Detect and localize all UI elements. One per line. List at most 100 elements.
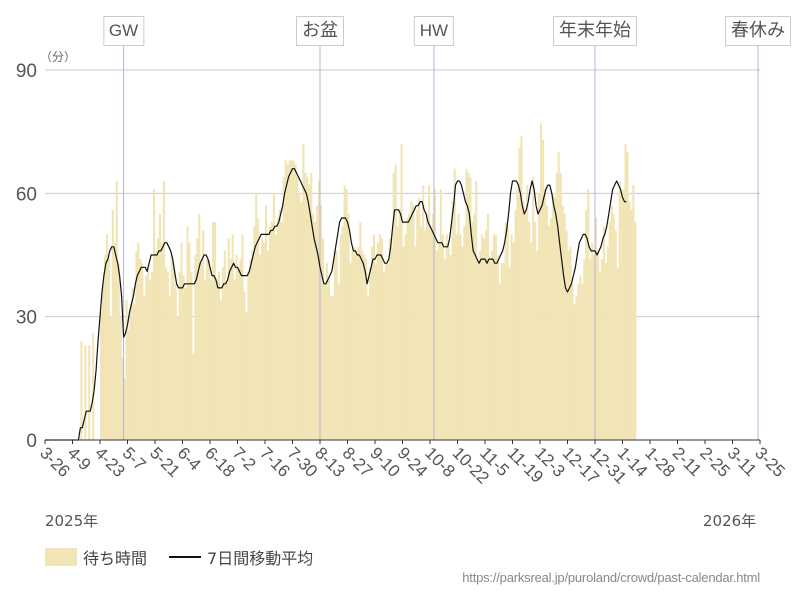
bar bbox=[494, 234, 497, 440]
legend-bar-label: 待ち時間 bbox=[83, 549, 148, 568]
bar bbox=[581, 283, 584, 440]
bar bbox=[577, 283, 580, 440]
x-tick-label: 2-25 bbox=[696, 443, 733, 480]
bar bbox=[312, 213, 315, 440]
bar bbox=[371, 246, 374, 440]
bar bbox=[618, 181, 621, 440]
bar bbox=[219, 300, 222, 440]
bar bbox=[172, 267, 175, 440]
bar bbox=[481, 234, 484, 440]
bar bbox=[514, 209, 517, 440]
bar bbox=[400, 144, 403, 440]
bar bbox=[404, 234, 407, 440]
bar bbox=[235, 255, 238, 440]
bar bbox=[178, 271, 181, 440]
bar bbox=[231, 234, 234, 440]
bar bbox=[439, 189, 442, 440]
bar bbox=[437, 242, 440, 440]
bar bbox=[357, 246, 360, 440]
bar bbox=[426, 213, 429, 440]
bar bbox=[156, 238, 160, 440]
x-tick-label: 3-11 bbox=[724, 443, 761, 480]
bar bbox=[80, 341, 83, 440]
event-label: GW bbox=[102, 16, 145, 46]
bar bbox=[457, 213, 460, 440]
bar bbox=[406, 218, 409, 440]
x-tick-label: 6-18 bbox=[201, 443, 238, 480]
bar bbox=[585, 209, 588, 440]
bar bbox=[614, 230, 617, 440]
bar bbox=[196, 238, 199, 440]
bar bbox=[259, 255, 262, 440]
bar bbox=[280, 222, 283, 440]
bar bbox=[229, 259, 232, 440]
bar bbox=[298, 193, 301, 440]
bar bbox=[510, 234, 513, 440]
legend-line-swatch bbox=[169, 556, 202, 558]
bar bbox=[323, 283, 327, 440]
bar bbox=[349, 263, 352, 440]
bar bbox=[563, 213, 566, 440]
bar bbox=[602, 226, 605, 440]
bar bbox=[249, 259, 252, 440]
bar bbox=[300, 201, 303, 440]
bar bbox=[286, 164, 289, 441]
moving-average-line bbox=[45, 168, 627, 441]
bar bbox=[92, 333, 95, 440]
bar bbox=[532, 176, 535, 440]
bar bbox=[202, 230, 205, 440]
bar bbox=[253, 226, 256, 440]
bar bbox=[463, 226, 466, 440]
bar bbox=[304, 172, 307, 440]
bar bbox=[149, 279, 152, 440]
bar bbox=[153, 189, 156, 440]
bar bbox=[351, 250, 354, 440]
x-tick-label: 10-8 bbox=[421, 443, 458, 480]
bar bbox=[485, 230, 488, 440]
bar bbox=[190, 271, 193, 440]
bar bbox=[412, 205, 415, 440]
bar bbox=[632, 185, 635, 440]
bar bbox=[204, 279, 207, 440]
bar bbox=[274, 234, 277, 440]
bar bbox=[622, 189, 625, 440]
bar bbox=[347, 213, 350, 440]
bar bbox=[626, 152, 629, 440]
bar bbox=[331, 296, 334, 440]
bar bbox=[382, 271, 385, 440]
bar bbox=[257, 218, 260, 440]
bar bbox=[369, 267, 372, 440]
y-tick-label: 90 bbox=[16, 61, 37, 82]
bar bbox=[355, 255, 358, 440]
bar bbox=[166, 271, 169, 440]
bar bbox=[239, 259, 242, 440]
bar bbox=[591, 242, 594, 440]
bar bbox=[302, 144, 305, 440]
bar bbox=[143, 296, 146, 440]
bar bbox=[467, 172, 470, 440]
bar bbox=[500, 263, 503, 440]
bar bbox=[208, 259, 211, 440]
bar bbox=[343, 185, 346, 440]
bar bbox=[121, 357, 124, 440]
bar bbox=[206, 259, 209, 440]
y-tick-label: 30 bbox=[16, 308, 37, 329]
bar bbox=[245, 312, 248, 440]
bar bbox=[284, 160, 287, 440]
bar bbox=[559, 172, 562, 440]
bar bbox=[593, 255, 596, 440]
bar bbox=[306, 176, 309, 440]
year-label-start: 2025年 bbox=[45, 512, 99, 530]
bar bbox=[211, 222, 215, 440]
bar bbox=[579, 275, 582, 440]
bar bbox=[398, 209, 401, 440]
bar bbox=[536, 250, 539, 440]
legend-line-label: 7日間移動平均 bbox=[207, 549, 314, 568]
bar bbox=[272, 193, 275, 440]
bar bbox=[115, 181, 118, 440]
bar bbox=[103, 255, 107, 440]
bar bbox=[127, 329, 130, 440]
bar bbox=[361, 250, 364, 440]
event-label: 年末年始 bbox=[553, 16, 637, 46]
bar bbox=[155, 250, 158, 440]
